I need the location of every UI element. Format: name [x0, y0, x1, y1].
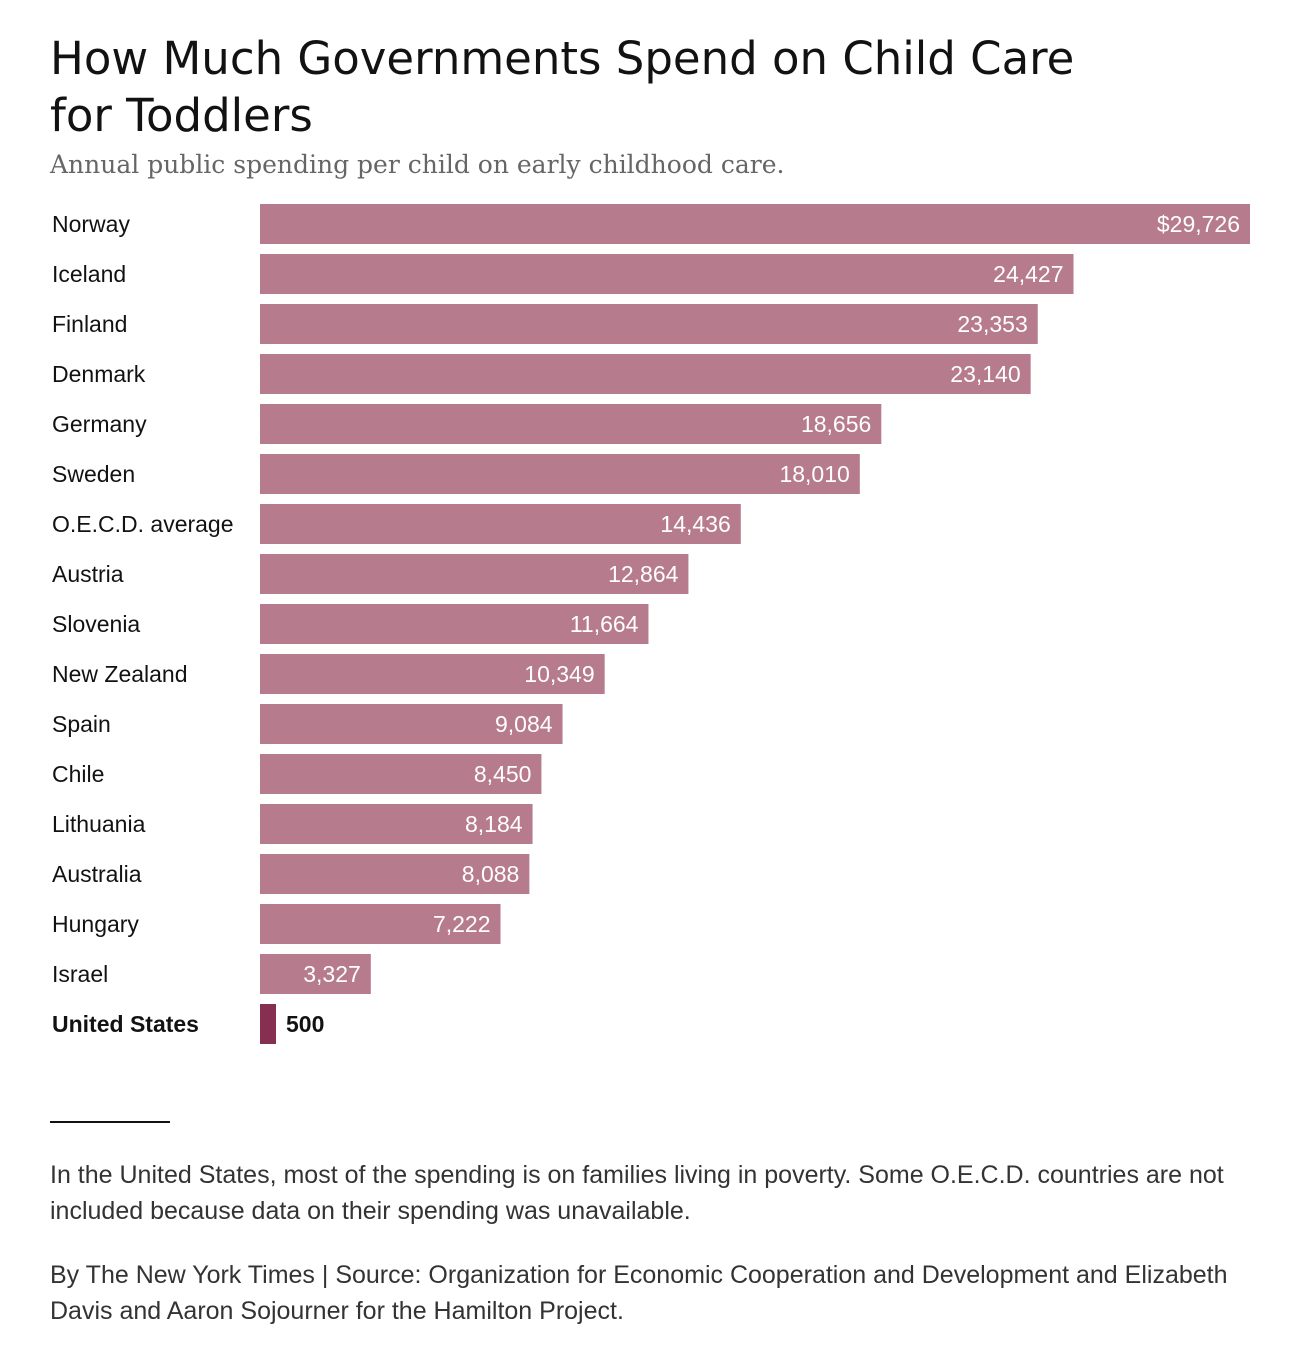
bar-chart: Norway $29,726 Iceland 24,427 Finland 23,353 D…	[52, 204, 1250, 1044]
bar-spain	[260, 704, 563, 744]
category-label-iceland: Iceland	[52, 261, 126, 287]
value-label-united-states: 500	[286, 1011, 324, 1037]
category-label-o-e-c-d-average: O.E.C.D. average	[52, 511, 234, 537]
value-label-finland: 23,353	[957, 311, 1027, 337]
bar-row-spain: Spain 9,084	[52, 704, 563, 744]
bar-row-iceland: Iceland 24,427	[52, 254, 1074, 294]
bar-united-states	[260, 1004, 276, 1044]
value-label-israel: 3,327	[303, 961, 361, 987]
bar-row-united-states: United States 500	[52, 1004, 324, 1044]
value-label-norway: $29,726	[1157, 211, 1240, 237]
bar-norway	[260, 204, 1250, 244]
chart-source: By The New York Times | Source: Organiza…	[50, 1261, 1228, 1325]
bar-finland	[260, 304, 1038, 344]
bar-sweden	[260, 454, 860, 494]
category-label-chile: Chile	[52, 761, 104, 787]
value-label-austria: 12,864	[608, 561, 679, 587]
bar-hungary	[260, 904, 501, 944]
bar-row-denmark: Denmark 23,140	[52, 354, 1031, 394]
bar-austria	[260, 554, 689, 594]
value-label-iceland: 24,427	[993, 261, 1063, 287]
value-label-hungary: 7,222	[433, 911, 491, 937]
category-label-finland: Finland	[52, 311, 127, 337]
bar-row-israel: Israel 3,327	[52, 954, 371, 994]
value-label-lithuania: 8,184	[465, 811, 523, 837]
value-label-chile: 8,450	[474, 761, 532, 787]
category-label-hungary: Hungary	[52, 911, 139, 937]
bar-iceland	[260, 254, 1074, 294]
bar-row-norway: Norway $29,726	[52, 204, 1250, 244]
bar-row-slovenia: Slovenia 11,664	[52, 604, 649, 644]
bar-row-austria: Austria 12,864	[52, 554, 689, 594]
value-label-slovenia: 11,664	[570, 611, 639, 637]
value-label-new-zealand: 10,349	[524, 661, 594, 687]
bar-lithuania	[260, 804, 533, 844]
chart-note: In the United States, most of the spendi…	[50, 1161, 1224, 1225]
bar-row-germany: Germany 18,656	[52, 404, 882, 444]
category-label-united-states: United States	[52, 1011, 199, 1037]
value-label-germany: 18,656	[801, 411, 871, 437]
bar-row-chile: Chile 8,450	[52, 754, 542, 794]
category-label-germany: Germany	[52, 411, 147, 437]
bar-row-sweden: Sweden 18,010	[52, 454, 860, 494]
value-label-spain: 9,084	[495, 711, 553, 737]
value-label-denmark: 23,140	[950, 361, 1020, 387]
bar-israel	[260, 954, 371, 994]
category-label-israel: Israel	[52, 961, 108, 987]
bar-o-e-c-d-average	[260, 504, 741, 544]
category-label-austria: Austria	[52, 561, 124, 587]
category-label-lithuania: Lithuania	[52, 811, 146, 837]
bar-denmark	[260, 354, 1031, 394]
value-label-sweden: 18,010	[779, 461, 849, 487]
value-label-o-e-c-d-average: 14,436	[660, 511, 730, 537]
category-label-denmark: Denmark	[52, 361, 146, 387]
category-label-new-zealand: New Zealand	[52, 661, 188, 687]
bar-row-hungary: Hungary 7,222	[52, 904, 501, 944]
category-label-spain: Spain	[52, 711, 111, 737]
bar-row-finland: Finland 23,353	[52, 304, 1038, 344]
bar-row-new-zealand: New Zealand 10,349	[52, 654, 605, 694]
bar-row-o-e-c-d-average: O.E.C.D. average 14,436	[52, 504, 741, 544]
bar-chile	[260, 754, 542, 794]
category-label-norway: Norway	[52, 211, 130, 237]
category-label-slovenia: Slovenia	[52, 611, 140, 637]
bar-slovenia	[260, 604, 649, 644]
footer-divider	[50, 1121, 170, 1123]
bar-row-lithuania: Lithuania 8,184	[52, 804, 533, 844]
category-label-australia: Australia	[52, 861, 142, 887]
chart-title: How Much Governments Spend on Child Care…	[50, 32, 1075, 142]
chart-subtitle: Annual public spending per child on earl…	[50, 150, 785, 179]
bar-australia	[260, 854, 530, 894]
category-label-sweden: Sweden	[52, 461, 135, 487]
bar-row-australia: Australia 8,088	[52, 854, 530, 894]
bar-new-zealand	[260, 654, 605, 694]
bar-germany	[260, 404, 882, 444]
value-label-australia: 8,088	[462, 861, 520, 887]
